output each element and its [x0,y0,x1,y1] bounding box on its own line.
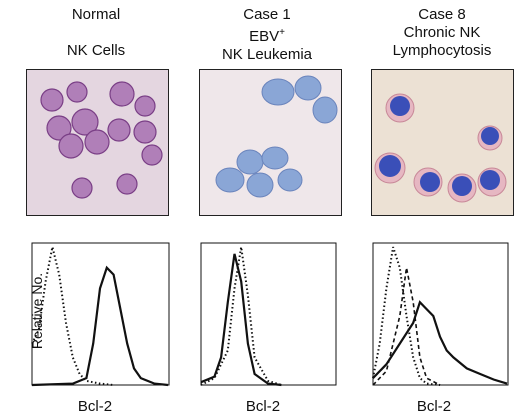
header-line-1: Case 8 [418,6,466,23]
header-line-2: Chronic NK [403,24,481,41]
micrograph-case8 [371,69,514,216]
panel-title-case1: Case 1 EBV+ NK Leukemia [187,6,347,64]
header-line-3: NK Cells [66,42,126,59]
plot-frame [200,242,337,386]
x-axis-label: Bcl-2 [416,398,452,415]
histogram-series-dotted [31,246,114,386]
histogram-plot-area [200,242,337,387]
panel-title-case8: Case 8 Chronic NK Lymphocytosis [362,6,520,60]
histogram-series-solid [200,253,282,387]
micrograph-case1 [199,69,342,216]
histogram-series-solid [372,300,508,385]
panel-title-normal: Normal NK Cells [16,6,176,60]
histogram-case1 [199,237,337,387]
plot-frame [31,242,170,386]
header-line-1: Normal [71,6,121,23]
histogram-plot-area [31,242,170,387]
header-line-3: NK Leukemia [221,46,313,63]
histogram-plot-area [372,242,509,386]
plot-frame [372,242,509,386]
histogram-series-dotted [200,246,282,386]
micrograph-normal [26,69,169,216]
histogram-normal [30,237,170,387]
x-axis-label: Bcl-2 [77,398,113,415]
header-line-2: EBV+ [249,27,285,45]
histogram-case8 [371,237,509,387]
header-line-3: Lymphocytosis [392,42,492,59]
header-line-1: Case 1 [243,6,291,23]
x-axis-label: Bcl-2 [245,398,281,415]
header-spacer [16,24,176,42]
histogram-series-solid [31,265,169,387]
histogram-series-dotted [372,246,441,386]
